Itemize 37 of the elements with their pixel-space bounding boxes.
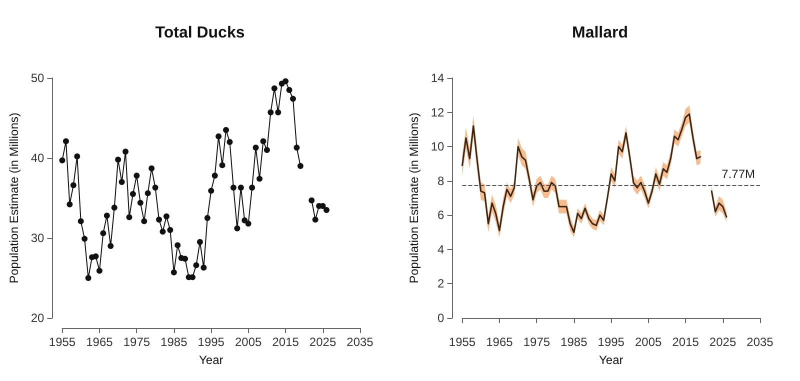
x-tick-label: 1975 [523,335,550,349]
x-axis-title: Year [599,353,624,367]
x-tick-label: 1965 [86,335,114,349]
chart-title: Mallard [572,24,628,42]
y-tick-label: 2 [438,276,445,291]
y-tick-label: 6 [438,208,445,222]
y-tick-label: 50 [30,71,45,85]
x-tick-label: 1995 [598,335,625,349]
y-axis-title: Population Estimate (in Millions) [407,112,421,284]
y-tick-label: 8 [438,174,445,188]
x-tick-label: 2005 [234,335,262,349]
x-tick-label: 1985 [560,335,588,349]
x-tick-label: 1975 [123,335,150,349]
y-tick-label: 20 [30,311,45,325]
x-tick-label: 1995 [198,335,225,349]
y-tick-label: 14 [430,71,445,85]
y-tick-label: 0 [438,311,445,325]
ref-line-label: 7.77M [722,166,755,181]
y-tick-label: 4 [438,242,445,256]
x-tick-label: 1955 [48,335,76,349]
chart-title: Total Ducks [155,24,245,42]
y-tick-label: 10 [430,140,445,154]
x-axis-title: Year [199,353,224,367]
x-tick-label: 2025 [709,335,736,349]
x-tick-label: 1965 [486,335,514,349]
y-tick-label: 30 [30,231,45,245]
x-tick-label: 1985 [160,335,188,349]
y-tick-label: 12 [430,105,445,120]
x-tick-label: 2015 [672,335,700,349]
x-tick-label: 2015 [272,335,300,349]
x-tick-label: 2025 [309,335,336,349]
x-tick-label: 2035 [746,335,774,349]
y-axis-title: Population Estimate (in Millions) [7,112,21,284]
y-tick-label: 40 [30,151,45,165]
x-tick-label: 1955 [448,335,476,349]
x-tick-label: 2035 [346,335,374,349]
x-tick-label: 2005 [634,335,662,349]
